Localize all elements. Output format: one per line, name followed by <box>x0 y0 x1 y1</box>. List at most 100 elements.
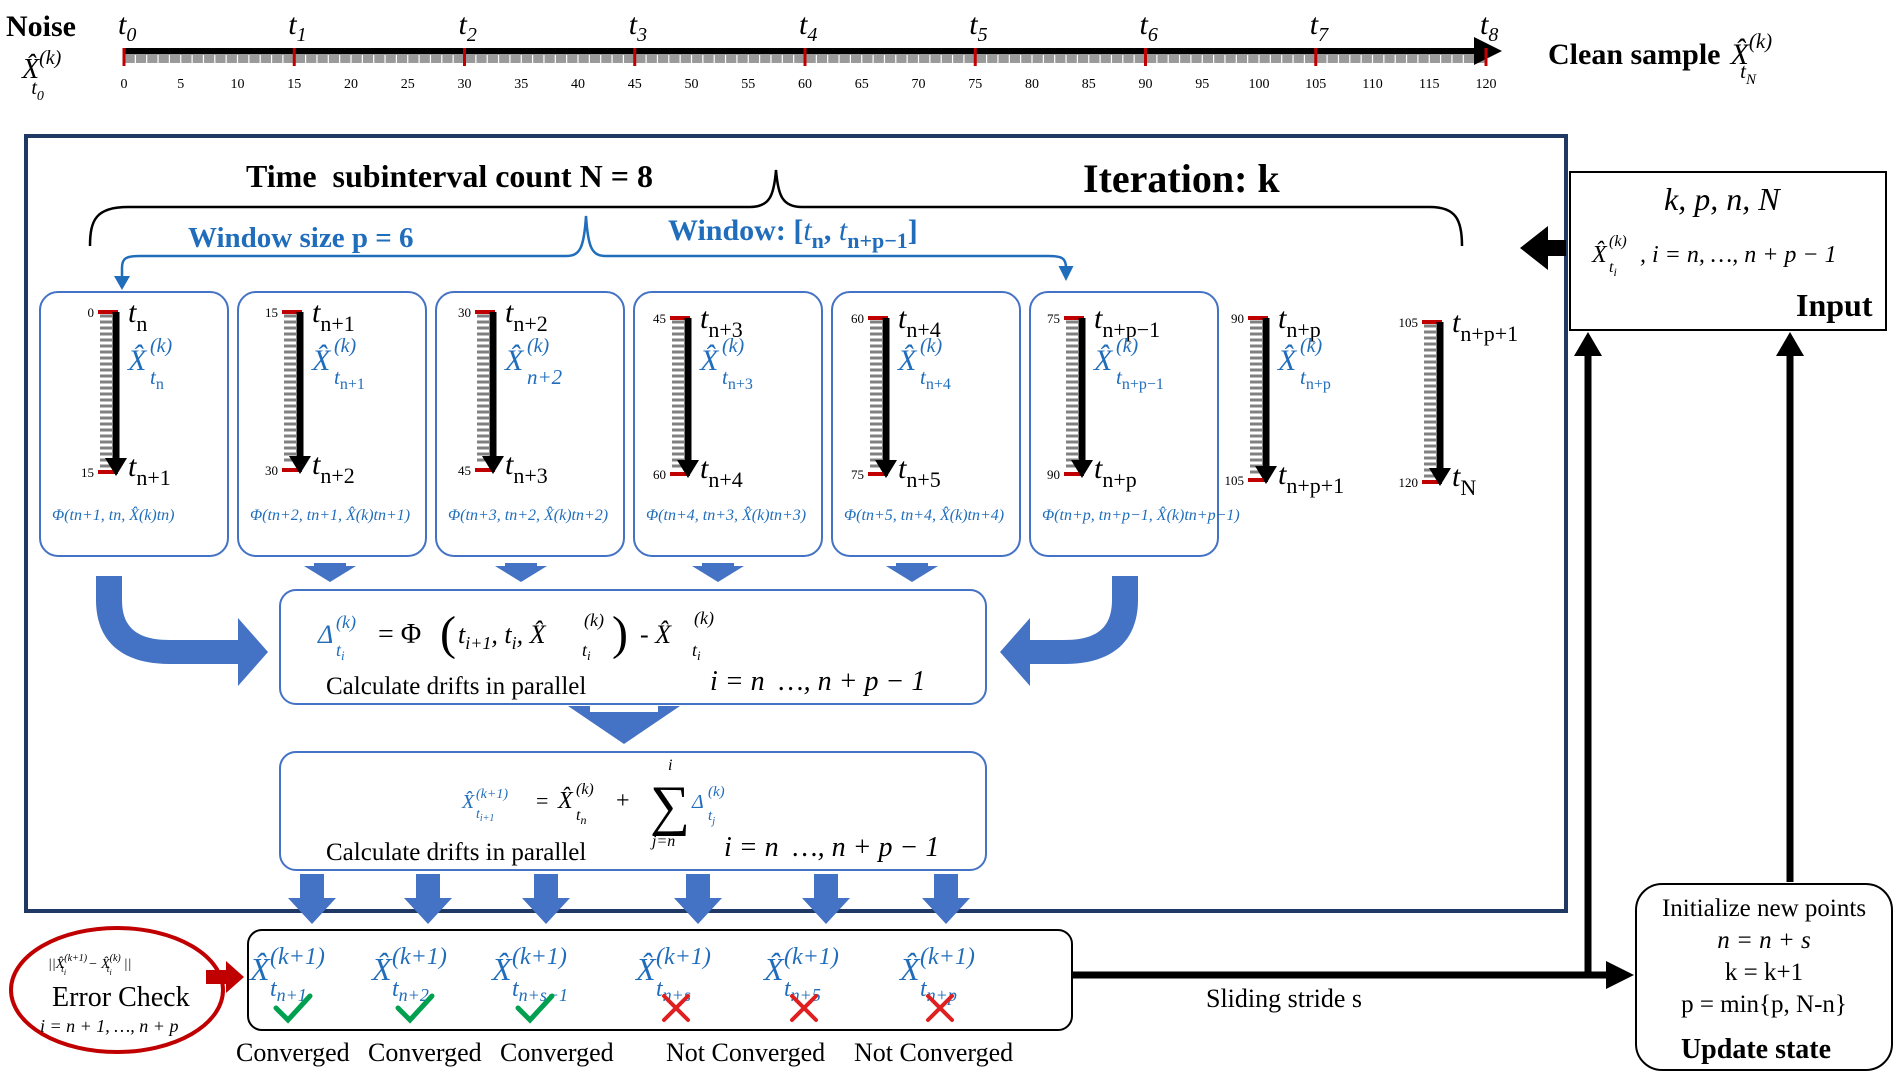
input-label: Input <box>1796 287 1873 323</box>
timeline-t-label: t4 <box>799 8 817 46</box>
timeline-tick-label: 40 <box>571 77 585 92</box>
column-tick-strip <box>1424 324 1436 478</box>
column-top-number: 0 <box>88 305 95 320</box>
timeline: Noise X̂(k) t0 0 5 10 15 20 25 30 35 40 45 50 55 60 65… <box>6 8 1772 104</box>
column-bottom-label: tn+2 <box>312 448 355 488</box>
error-check-range: i = n + 1, …, n + p <box>40 1016 178 1036</box>
drift-calculation-box <box>279 589 987 705</box>
timeline-t-label: t2 <box>459 8 477 46</box>
timeline-t-label: t0 <box>118 8 136 46</box>
column-tick-strip <box>100 314 112 468</box>
result-item: X̂ (k+1)tn+5 <box>762 944 839 1022</box>
result-status-label: Converged <box>500 1038 614 1067</box>
column-arrowhead <box>105 458 127 476</box>
subinterval-brace <box>88 169 1464 247</box>
svg-text:ti: ti <box>692 640 701 663</box>
svg-text:ti: ti <box>582 640 591 663</box>
stride-arrowhead <box>1606 961 1634 989</box>
timeline-arrowhead <box>1474 37 1502 65</box>
column-top-number: 90 <box>1231 311 1244 326</box>
input-params: k, p, n, N <box>1664 181 1781 217</box>
result-state-var: X̂ <box>898 951 921 987</box>
column-arrowhead <box>289 456 311 474</box>
update-caption: Calculate drifts in parallel <box>326 839 586 866</box>
update-state-line2: n = n + s <box>1717 927 1810 954</box>
window-size-label: Window size p = 6 <box>188 222 413 254</box>
timeline-tick-label: 25 <box>401 77 415 92</box>
timeline-noise-var: X̂(k) t0 <box>21 47 62 104</box>
svg-text:(: ( <box>440 607 456 660</box>
update-state-line1: Initialize new points <box>1662 895 1866 922</box>
svg-text:tn: tn <box>576 807 586 827</box>
column-top-number: 105 <box>1399 315 1419 330</box>
iteration-label: Iteration: k <box>1083 156 1280 201</box>
column-state-sub: tn+4 <box>920 365 951 393</box>
column-top-label: tn+4 <box>898 302 941 342</box>
column-tick-strip <box>672 320 684 468</box>
column-phi-label: Φ(tn+p, tn+p−1, X̂(k)tn+p−1) <box>1042 505 1240 524</box>
svg-text:∑: ∑ <box>650 775 690 837</box>
svg-text:= Φ: = Φ <box>378 619 421 650</box>
update-state-label: Update state <box>1681 1034 1831 1065</box>
timeline-t-label: t5 <box>969 8 987 46</box>
svg-text:X̂: X̂ <box>461 790 475 813</box>
column-bottom-label: tn+4 <box>700 452 743 492</box>
column-bottom-label: tn+p <box>1094 452 1137 492</box>
svg-text:X̂: X̂ <box>557 787 574 814</box>
column-bottom-number: 45 <box>458 463 471 478</box>
result-state-sub: tn+s−1 <box>512 976 568 1005</box>
column-bottom-number: 75 <box>851 467 864 482</box>
column-state-sup: (k) <box>1116 335 1139 357</box>
arrow-drift-to-update <box>568 706 680 744</box>
result-item: X̂ (k+1) tn+1 Converged <box>236 944 350 1067</box>
timeline-t-label: t3 <box>629 8 647 46</box>
svg-text:i: i <box>668 757 672 774</box>
column-bottom-label: tN <box>1452 460 1476 500</box>
column-bottom-label: tn+p+1 <box>1278 458 1344 498</box>
column-bottom-label: tn+3 <box>505 448 548 488</box>
column-arrowhead <box>1429 468 1451 486</box>
error-check-label: Error Check <box>52 982 190 1013</box>
column-bottom-number: 105 <box>1225 473 1245 488</box>
down-arrow-small <box>886 563 938 582</box>
results-box <box>247 929 1073 1031</box>
column-top-label: tn <box>128 296 147 336</box>
not-converged-cross-icon <box>926 994 954 1022</box>
column-phi-label: Φ(tn+3, tn+2, X̂(k)tn+2) <box>448 505 608 524</box>
column-state-sup: (k) <box>920 335 943 357</box>
column-arrowhead <box>677 460 699 478</box>
svg-text:ti+1, ti, X̂: ti+1, ti, X̂ <box>458 620 547 653</box>
column-state-var: X̂ <box>127 344 148 377</box>
column-top-label: tn+3 <box>700 302 743 342</box>
input-box <box>1569 171 1887 331</box>
timeline-tick-label: 10 <box>231 77 245 92</box>
down-arrow-result <box>522 874 570 924</box>
down-arrow-result <box>288 874 336 924</box>
svg-text:+: + <box>616 788 630 814</box>
timeline-tick-label: 75 <box>968 77 982 92</box>
time-column: 30 45 tn+2 tn+3 X̂ (k) n+2 Φ(tn+3, tn+2, X̂(k)t… <box>435 291 625 557</box>
svg-text:ti: ti <box>336 640 345 663</box>
down-arrow-result <box>922 874 970 924</box>
timeline-t-label: t8 <box>1480 8 1498 46</box>
column-state-sup: (k) <box>1300 335 1323 357</box>
result-state-var: X̂ <box>370 951 393 987</box>
column-top-label: tn+p+1 <box>1452 306 1518 346</box>
down-arrow-small <box>692 563 744 582</box>
column-tick-strip <box>870 320 882 468</box>
feedback-arrowhead <box>1574 332 1602 356</box>
svg-text:(k): (k) <box>336 612 356 633</box>
error-check-ellipse <box>9 926 225 1054</box>
result-state-var: X̂ <box>490 951 513 987</box>
column-bottom-label: tn+1 <box>128 450 171 490</box>
result-state-sup: (k+1) <box>512 944 567 970</box>
column-state-var: X̂ <box>699 344 720 377</box>
result-state-sup: (k+1) <box>656 944 711 970</box>
converged-check-icon <box>273 993 313 1024</box>
column-state-var: X̂ <box>311 344 332 377</box>
svg-text:X̂: X̂ <box>1591 241 1608 268</box>
timeline-tick-label: 85 <box>1082 77 1096 92</box>
